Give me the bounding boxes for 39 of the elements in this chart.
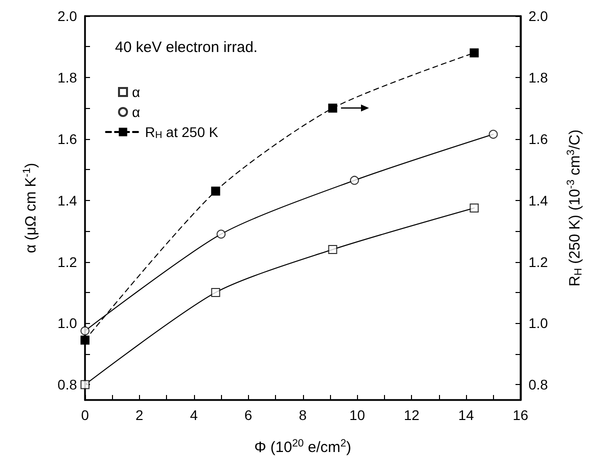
point <box>216 230 226 239</box>
legend-label: α <box>132 104 140 120</box>
y-tick-label: 0.8 <box>58 376 78 393</box>
point <box>80 326 90 336</box>
point <box>328 244 338 254</box>
y-axis-title: α (μΩ cm K-1) <box>21 162 40 254</box>
y2-axis-title: RH (250 K) (10-3 cm3/C) <box>565 130 584 286</box>
point <box>80 336 90 345</box>
annotation: 40 keV electron irrad. <box>115 39 258 56</box>
point <box>488 130 498 139</box>
x-tick-label: 10 <box>349 407 366 423</box>
x-tick-label: 8 <box>298 407 307 423</box>
y-tick-label: 1.8 <box>58 69 78 86</box>
x-tick-label: 0 <box>81 407 90 423</box>
y-tick-label: 1.0 <box>58 315 78 332</box>
point <box>350 176 359 185</box>
x-tick-label: 12 <box>404 407 420 423</box>
y2-tick-label: 1.8 <box>528 69 548 86</box>
point <box>470 48 479 58</box>
x-tick-label: 16 <box>512 407 528 423</box>
legend-label: α <box>132 84 140 100</box>
point <box>211 288 220 297</box>
y2-tick-label: 1.0 <box>528 315 548 332</box>
y-tick-label: 2.0 <box>58 8 78 24</box>
x-tick-label: 4 <box>190 407 198 423</box>
point <box>328 104 338 113</box>
x-tick-label: 2 <box>136 407 144 423</box>
point <box>211 186 220 196</box>
y2-tick-label: 0.8 <box>528 376 548 393</box>
y2-tick-label: 1.4 <box>528 192 548 208</box>
y2-tick-label: 1.2 <box>528 254 548 270</box>
y-tick-label: 1.2 <box>58 254 78 270</box>
x-tick-label: 6 <box>244 407 252 423</box>
point <box>470 204 479 212</box>
y2-tick-label: 1.6 <box>528 130 548 147</box>
x-tick-label: 14 <box>458 407 474 423</box>
y-tick-label: 1.4 <box>58 192 78 208</box>
y2-tick-label: 2.0 <box>528 8 548 24</box>
y-tick-label: 1.6 <box>58 130 78 147</box>
